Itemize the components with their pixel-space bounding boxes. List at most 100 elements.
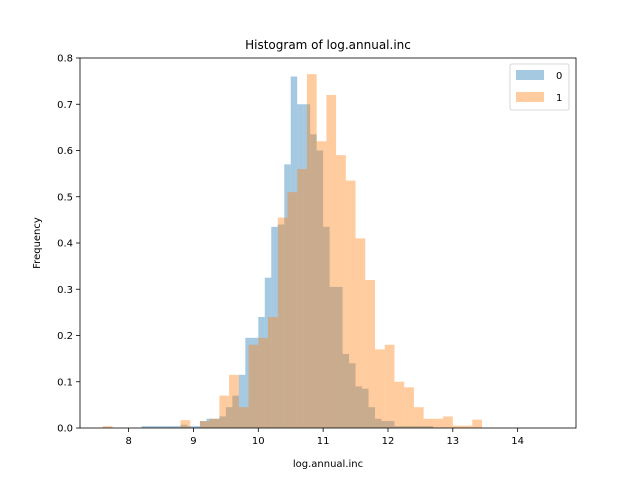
bar-series-0-16 <box>245 337 252 428</box>
bar-series-0-20 <box>271 226 278 428</box>
bar-series-1-5 <box>229 374 239 428</box>
bar-series-0-17 <box>251 337 259 428</box>
bar-series-0-38 <box>387 421 395 428</box>
bar-series-1-17 <box>345 180 356 428</box>
bar-series-0-3 <box>161 426 168 428</box>
x-axis-label: log.annual.inc <box>293 459 363 470</box>
chart-title: Histogram of log.annual.inc <box>245 38 411 52</box>
legend-box <box>509 63 570 111</box>
bar-series-0-6 <box>180 424 187 428</box>
bar-series-1-7 <box>248 344 259 428</box>
x-axis-ticks: 8 9 10 11 12 13 14 <box>125 428 524 447</box>
bar-series-1-13 <box>306 74 317 428</box>
series-1-bars <box>102 74 482 429</box>
bar-series-0-23 <box>290 76 298 428</box>
bar-series-1-1 <box>180 420 191 428</box>
bar-series-0-34 <box>362 388 369 428</box>
legend-label-1: 1 <box>556 93 562 104</box>
bar-series-1-28 <box>452 425 463 428</box>
x-tick-label: 12 <box>382 436 395 447</box>
bar-series-0-21 <box>277 224 285 428</box>
bar-series-0-8 <box>193 426 200 428</box>
x-tick-label: 14 <box>511 436 524 447</box>
bar-series-0-7 <box>186 426 194 428</box>
bar-series-1-16 <box>336 155 346 429</box>
bar-series-0-10 <box>206 418 213 428</box>
bar-series-0-30 <box>336 286 343 428</box>
y-tick-label: 0.2 <box>57 331 73 342</box>
bar-series-0-33 <box>355 386 363 429</box>
bar-series-1-12 <box>297 169 307 428</box>
bar-series-1-19 <box>365 280 376 428</box>
bar-series-1-8 <box>258 337 269 428</box>
x-tick-label: 8 <box>125 436 131 447</box>
y-axis-label: Frequency <box>32 217 43 269</box>
y-tick-label: 0.0 <box>57 424 73 435</box>
y-tick-label: 0.1 <box>57 377 73 388</box>
bar-series-0-2 <box>154 426 162 428</box>
legend-label-0: 0 <box>556 71 562 82</box>
bar-series-0-24 <box>297 104 304 428</box>
bar-series-1-24 <box>413 407 424 428</box>
bar-series-1-15 <box>326 95 337 428</box>
bar-series-1-30 <box>472 419 482 428</box>
x-tick-label: 10 <box>252 436 265 447</box>
legend: 0 1 <box>509 63 570 111</box>
bar-series-1-9 <box>268 317 278 428</box>
bar-series-0-42 <box>413 426 421 428</box>
x-tick-label: 13 <box>446 436 459 447</box>
bar-series-0-41 <box>407 426 414 428</box>
bar-series-1-18 <box>355 238 366 428</box>
y-tick-label: 0.7 <box>57 100 73 111</box>
bar-series-1-11 <box>287 192 298 428</box>
bar-series-1-25 <box>423 418 434 428</box>
bar-series-0-28 <box>323 226 330 428</box>
bar-series-0-35 <box>368 407 375 428</box>
bar-series-0-29 <box>329 286 337 428</box>
bar-series-0-0 <box>141 426 149 428</box>
bar-series-1-23 <box>404 387 414 428</box>
bar-series-1-14 <box>316 141 327 428</box>
bar-series-0-11 <box>212 418 220 428</box>
bar-series-0-32 <box>349 363 356 428</box>
bar-series-1-20 <box>375 349 385 429</box>
bar-series-1-3 <box>209 418 220 428</box>
bar-series-0-43 <box>420 426 427 428</box>
y-tick-label: 0.5 <box>57 192 73 203</box>
bar-series-1-26 <box>433 418 444 428</box>
bar-series-1-2 <box>199 421 210 428</box>
bars-layer <box>102 74 482 429</box>
y-tick-label: 0.8 <box>57 54 73 65</box>
bar-series-0-5 <box>174 426 181 428</box>
bar-series-0-13 <box>225 407 233 428</box>
bar-series-0-36 <box>375 418 382 428</box>
bar-series-0-31 <box>342 354 350 428</box>
bar-series-0-12 <box>219 416 226 428</box>
y-tick-label: 0.4 <box>57 239 73 250</box>
bar-series-0-14 <box>232 395 239 429</box>
bar-series-0-37 <box>381 421 388 428</box>
y-tick-label: 0.6 <box>57 146 73 157</box>
bar-series-1-10 <box>277 217 288 428</box>
y-tick-label: 0.3 <box>57 285 73 296</box>
bar-series-1-0 <box>102 426 113 428</box>
legend-swatch-1 <box>516 92 544 102</box>
bar-series-0-26 <box>310 134 317 428</box>
x-tick-label: 9 <box>190 436 196 447</box>
y-axis-ticks: 0.0 0.1 0.2 0.3 0.4 0.5 0.6 0.7 0.8 <box>57 54 80 435</box>
bar-series-0-40 <box>400 426 408 428</box>
bar-series-0-27 <box>316 150 324 428</box>
bar-series-1-27 <box>443 416 453 428</box>
legend-swatch-0 <box>516 70 544 80</box>
bar-series-0-39 <box>394 426 401 428</box>
bar-series-0-25 <box>303 104 311 428</box>
bar-series-1-21 <box>384 344 395 428</box>
bar-series-0-19 <box>264 277 272 428</box>
bar-series-0-4 <box>167 426 175 428</box>
bar-series-0-44 <box>426 426 434 428</box>
bar-series-1-6 <box>238 407 249 428</box>
bar-series-1-29 <box>462 425 473 428</box>
bar-series-0-18 <box>258 317 265 428</box>
bar-series-1-22 <box>394 381 405 428</box>
